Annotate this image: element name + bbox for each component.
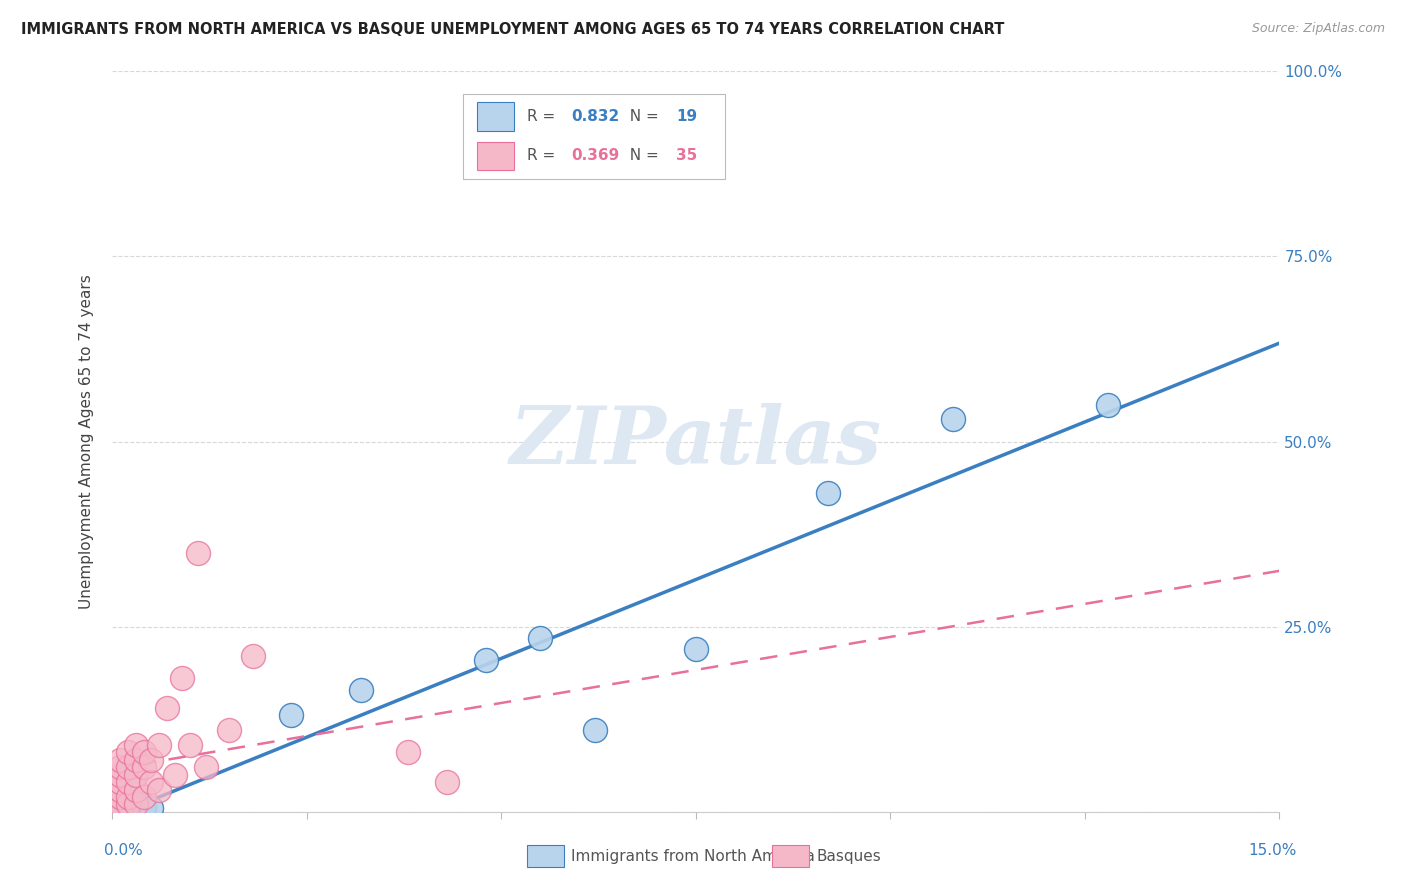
Point <box>110 775 132 789</box>
Point <box>141 753 163 767</box>
Point <box>141 775 163 789</box>
Point <box>117 760 139 774</box>
Point <box>218 723 240 738</box>
Point <box>350 682 373 697</box>
Point <box>132 789 155 804</box>
Point <box>117 801 139 815</box>
Point <box>117 746 139 760</box>
Text: ZIPatlas: ZIPatlas <box>510 403 882 480</box>
FancyBboxPatch shape <box>477 103 515 130</box>
FancyBboxPatch shape <box>772 845 810 867</box>
FancyBboxPatch shape <box>463 94 725 178</box>
Point <box>117 797 139 812</box>
Y-axis label: Unemployment Among Ages 65 to 74 years: Unemployment Among Ages 65 to 74 years <box>79 274 94 609</box>
Point <box>817 486 839 500</box>
Text: R =: R = <box>527 109 560 124</box>
Point <box>110 782 132 797</box>
Point <box>125 797 148 812</box>
Point <box>110 801 132 815</box>
Point <box>132 798 155 813</box>
Point <box>110 801 132 815</box>
Point <box>396 746 419 760</box>
Point <box>280 708 302 723</box>
Point <box>132 760 155 774</box>
Point <box>242 649 264 664</box>
Point <box>110 797 132 812</box>
Point <box>117 794 139 808</box>
Point <box>110 767 132 781</box>
Point <box>125 738 148 752</box>
Point <box>172 672 194 686</box>
Point <box>125 767 148 781</box>
Point <box>110 797 132 812</box>
Text: IMMIGRANTS FROM NORTH AMERICA VS BASQUE UNEMPLOYMENT AMONG AGES 65 TO 74 YEARS C: IMMIGRANTS FROM NORTH AMERICA VS BASQUE … <box>21 22 1004 37</box>
Text: Immigrants from North America: Immigrants from North America <box>571 848 815 863</box>
Text: R =: R = <box>527 148 560 163</box>
Point <box>125 753 148 767</box>
Point <box>125 782 148 797</box>
Point <box>148 738 170 752</box>
Text: Source: ZipAtlas.com: Source: ZipAtlas.com <box>1251 22 1385 36</box>
Text: 19: 19 <box>676 109 697 124</box>
Point <box>125 797 148 812</box>
Point <box>117 789 139 804</box>
Point <box>110 789 132 804</box>
Point <box>436 775 458 789</box>
Point <box>187 546 209 560</box>
Text: 15.0%: 15.0% <box>1249 843 1296 858</box>
Text: 0.832: 0.832 <box>571 109 620 124</box>
Point <box>117 797 139 812</box>
Point <box>125 796 148 810</box>
FancyBboxPatch shape <box>527 845 564 867</box>
Point <box>583 723 606 738</box>
Point <box>1097 398 1119 412</box>
Text: 0.369: 0.369 <box>571 148 620 163</box>
Point <box>141 801 163 815</box>
Point <box>132 801 155 815</box>
Point <box>685 641 707 656</box>
Text: Basques: Basques <box>815 848 882 863</box>
Point <box>194 760 217 774</box>
Point <box>475 653 498 667</box>
Text: N =: N = <box>620 109 664 124</box>
Point <box>942 412 965 426</box>
Point <box>179 738 201 752</box>
Point <box>163 767 186 781</box>
Point <box>110 760 132 774</box>
Point <box>529 631 551 645</box>
Point <box>156 701 179 715</box>
Point <box>110 753 132 767</box>
FancyBboxPatch shape <box>477 142 515 169</box>
Point <box>117 775 139 789</box>
Point <box>132 746 155 760</box>
Text: 35: 35 <box>676 148 697 163</box>
Text: N =: N = <box>620 148 664 163</box>
Text: 0.0%: 0.0% <box>104 843 143 858</box>
Point <box>148 782 170 797</box>
